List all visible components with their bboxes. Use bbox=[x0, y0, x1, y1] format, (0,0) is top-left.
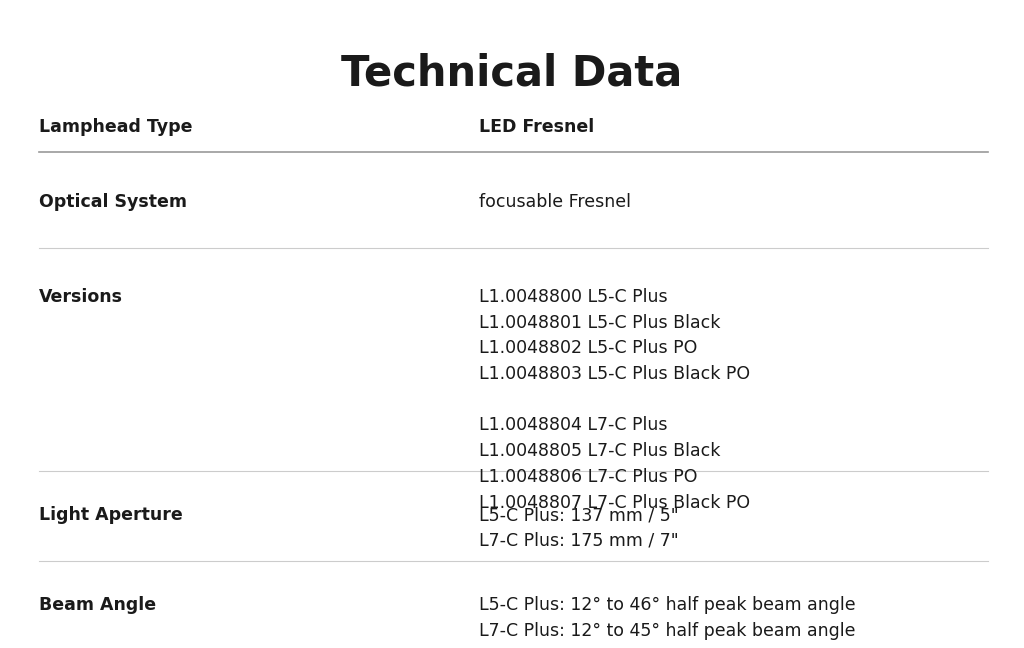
Text: Light Aperture: Light Aperture bbox=[39, 506, 182, 524]
Text: focusable Fresnel: focusable Fresnel bbox=[479, 193, 631, 211]
Text: Beam Angle: Beam Angle bbox=[39, 596, 156, 614]
Text: Technical Data: Technical Data bbox=[341, 52, 683, 94]
Text: Lamphead Type: Lamphead Type bbox=[39, 118, 193, 136]
Text: L1.0048800 L5-C Plus
L1.0048801 L5-C Plus Black
L1.0048802 L5-C Plus PO
L1.00488: L1.0048800 L5-C Plus L1.0048801 L5-C Plu… bbox=[479, 288, 751, 512]
Text: L5-C Plus: 137 mm / 5"
L7-C Plus: 175 mm / 7": L5-C Plus: 137 mm / 5" L7-C Plus: 175 mm… bbox=[479, 506, 679, 550]
Text: Optical System: Optical System bbox=[39, 193, 187, 211]
Text: L5-C Plus: 12° to 46° half peak beam angle
L7-C Plus: 12° to 45° half peak beam : L5-C Plus: 12° to 46° half peak beam ang… bbox=[479, 596, 856, 640]
Text: Versions: Versions bbox=[39, 288, 123, 306]
Text: LED Fresnel: LED Fresnel bbox=[479, 118, 595, 136]
